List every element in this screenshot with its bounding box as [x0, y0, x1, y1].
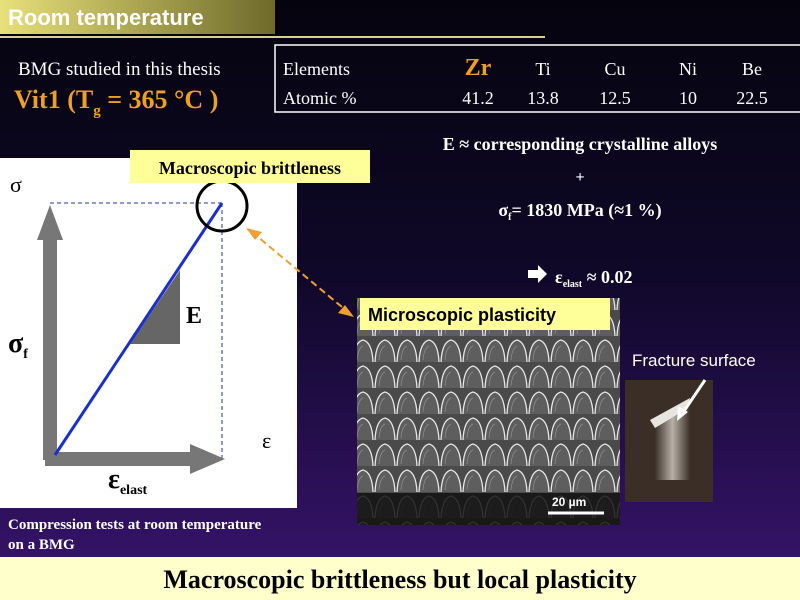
- strain-sub: elast: [120, 483, 148, 498]
- table-header-cell: Elements: [283, 59, 350, 79]
- table-header-cell: Ni: [679, 59, 697, 79]
- alloy-text: Vit1 (T: [14, 85, 93, 114]
- alloy-text: = 365 °C ): [101, 85, 219, 114]
- strain-label: εelast: [108, 464, 148, 498]
- elastic-line: [53, 202, 224, 456]
- strength: σf= 1830 MPa (≈1 %): [498, 200, 661, 223]
- conclusion-banner: [0, 557, 800, 600]
- strength-symbol: σ: [498, 200, 508, 220]
- callout-micro: Microscopic plasticity: [368, 305, 556, 325]
- strain-symbol: ε: [555, 267, 563, 287]
- table-frame: [274, 44, 800, 113]
- caption-line: Compression tests at room temperature: [8, 517, 262, 533]
- specimen-face: [650, 398, 690, 428]
- table-cell: 22.5: [736, 88, 768, 108]
- strength-value: = 1830 MPa (≈1 %): [512, 200, 662, 221]
- modulus-note: E ≈ corresponding crystalline alloys: [443, 134, 718, 154]
- callout-box: [360, 298, 610, 330]
- strain-arrow: [45, 444, 225, 474]
- strain-symbol: ε: [108, 464, 120, 495]
- micrograph: [357, 298, 620, 525]
- title-bar: [0, 0, 275, 34]
- alloy-sub: g: [93, 103, 101, 119]
- strain-result: εelast ≈ 0.02: [555, 267, 633, 290]
- callout-macro: Macroscopic brittleness: [159, 158, 341, 178]
- pointer-head: [677, 406, 688, 421]
- table-cell: 12.5: [599, 88, 631, 108]
- intro-line: BMG studied in this thesis: [18, 59, 221, 80]
- conclusion: Macroscopic brittleness but local plasti…: [163, 565, 636, 594]
- table-cell: 41.2: [462, 88, 494, 108]
- micrograph-footer: [357, 493, 620, 525]
- table-header-cell: Be: [742, 59, 762, 79]
- implies-arrow: [528, 265, 547, 283]
- strain-sub: elast: [563, 279, 583, 290]
- y-axis-label: σ: [10, 172, 22, 197]
- plus: +: [575, 169, 584, 186]
- scale-label: 20 µm: [552, 495, 586, 509]
- table-header-cell: Ti: [535, 59, 550, 79]
- stress-arrow: [37, 205, 63, 460]
- stress-label: σf: [8, 328, 28, 362]
- modulus-label: E: [186, 303, 202, 329]
- table-header-cell: Zr: [465, 55, 492, 81]
- link-arrow: [251, 231, 349, 313]
- x-axis-label: ε: [262, 428, 271, 453]
- arrow-heads: [246, 228, 354, 317]
- strength-sub: f: [508, 212, 512, 223]
- callout-box: [130, 150, 370, 183]
- callout-fracture: Fracture surface: [632, 351, 756, 370]
- alloy: Vit1 (Tg = 365 °C ): [14, 85, 218, 119]
- strain-value: ≈ 0.02: [582, 267, 632, 287]
- composition-table: Elements Zr Ti Cu Ni Be Atomic % 41.2 13.8 12.5 10…: [283, 55, 768, 108]
- table-header-cell: Cu: [604, 59, 625, 79]
- table-cell: Atomic %: [283, 88, 357, 108]
- title: Room temperature: [8, 5, 204, 30]
- caption-line: on a BMG: [8, 537, 75, 553]
- stress-sub: f: [23, 347, 28, 362]
- table-cell: 10: [679, 88, 697, 108]
- pointer: [680, 379, 707, 415]
- stress-symbol: σ: [8, 328, 24, 359]
- table-cell: 13.8: [527, 88, 559, 108]
